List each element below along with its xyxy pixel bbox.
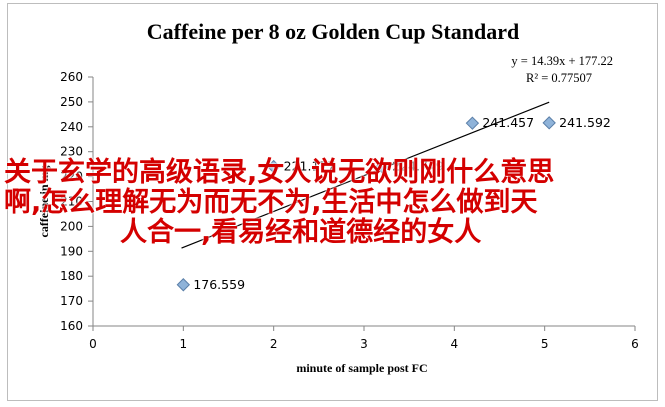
data-point-label: 221.177 <box>284 159 336 174</box>
x-tick-label: 4 <box>451 337 459 351</box>
data-labels: 176.559 221.177 224.749 241.457 241.592 <box>193 115 611 292</box>
data-point-label: 224.749 <box>392 159 444 174</box>
x-tick-label: 6 <box>631 337 639 351</box>
data-point-marker <box>375 159 389 174</box>
data-point-label: 176.559 <box>193 277 245 292</box>
overlay-caption: 关于玄学的高级语录,女人说无欲则刚什么意思 啊,怎么理解无为而无不为,生活中怎么… <box>4 158 654 248</box>
y-tick-label: 240 <box>60 120 83 134</box>
data-points <box>176 116 556 292</box>
y-tick-label: 160 <box>60 319 83 333</box>
trendline <box>181 101 550 249</box>
scatter-chart: Caffeine per 8 oz Golden Cup Standard ca… <box>37 19 639 375</box>
axes <box>88 76 636 331</box>
y-tick-label: 200 <box>60 219 83 233</box>
y-tick-label: 220 <box>60 170 83 184</box>
y-tick-label: 260 <box>60 70 83 84</box>
x-tick-label: 3 <box>360 337 368 351</box>
y-tick-label: 190 <box>60 244 83 258</box>
y-tick-label: 250 <box>60 95 83 109</box>
data-point-marker <box>176 278 191 292</box>
x-tick-label: 1 <box>180 337 188 351</box>
data-point-label: 241.457 <box>482 115 534 130</box>
chart-title: Caffeine per 8 oz Golden Cup Standard <box>147 19 519 44</box>
y-axis-label: caffeine in mg <box>37 166 51 238</box>
y-tick-label: 230 <box>60 145 83 159</box>
overlay-line-3: 人合一,看易经和道德经的女人 <box>120 217 482 248</box>
y-tick-label: 170 <box>60 294 83 308</box>
data-point-marker <box>465 116 480 130</box>
x-tick-label: 0 <box>89 337 97 351</box>
overlay-line-1: 关于玄学的高级语录,女人说无欲则刚什么意思 <box>4 157 555 188</box>
y-tick-label: 210 <box>60 195 83 209</box>
overlay-line-2: 啊,怎么理解无为而无不为,生活中怎么做到天 <box>4 187 538 218</box>
data-point-label: 241.592 <box>559 115 611 130</box>
x-tick-label: 5 <box>541 337 549 351</box>
x-tick-label: 2 <box>270 337 278 351</box>
data-point-marker <box>266 159 281 174</box>
trendline-r-squared: R² = 0.77507 <box>526 71 592 85</box>
x-axis-label: minute of sample post FC <box>296 361 427 375</box>
tick-labels: 160 170 180 190 200 210 220 230 240 250 260 0 1 2 3 4 5 6 <box>60 70 639 351</box>
trendline-line <box>181 101 550 249</box>
trendline-equation: y = 14.39x + 177.22 <box>511 54 613 68</box>
data-point-marker <box>542 116 556 130</box>
chart-frame: Caffeine per 8 oz Golden Cup Standard ca… <box>7 3 658 401</box>
y-tick-label: 180 <box>60 269 83 283</box>
